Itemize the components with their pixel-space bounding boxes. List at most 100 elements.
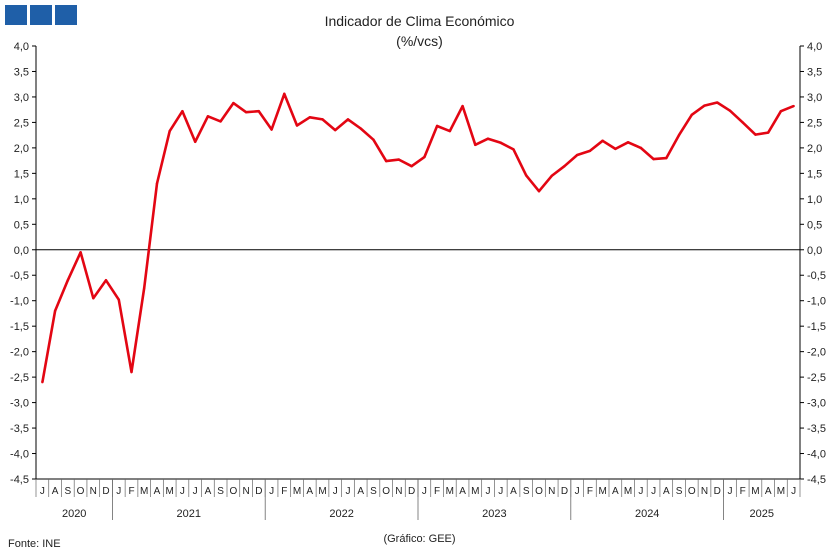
y-tick-label-right: -4,5	[807, 474, 826, 486]
data-point	[270, 128, 273, 131]
x-month-label: J	[651, 486, 656, 497]
data-point	[193, 140, 197, 143]
y-tick-label-left: -1,5	[10, 321, 29, 333]
data-point	[575, 153, 579, 157]
data-point	[499, 141, 502, 144]
x-month-label: J	[638, 486, 643, 497]
x-month-label: F	[740, 486, 746, 497]
data-point	[372, 138, 375, 141]
y-tick-label-right: 3,5	[807, 66, 822, 78]
x-month-label: A	[306, 486, 313, 497]
data-point	[563, 165, 566, 168]
x-month-label: D	[102, 486, 109, 497]
logo-block	[30, 5, 52, 25]
x-month-label: S	[370, 486, 377, 497]
y-tick-label-right: 1,0	[807, 194, 822, 206]
x-month-label: M	[624, 486, 632, 497]
chart-subtitle: (%/vcs)	[396, 33, 443, 49]
y-tick-label-right: 2,0	[807, 143, 822, 155]
y-tick-label-right: 0,5	[807, 219, 822, 231]
data-point	[614, 147, 617, 151]
data-point	[588, 149, 592, 153]
y-tick-label-left: -4,5	[10, 474, 29, 486]
x-month-label: F	[434, 486, 440, 497]
x-month-label: N	[90, 486, 97, 497]
x-month-label: D	[714, 486, 721, 497]
y-tick-label-right: -4,0	[807, 449, 826, 461]
data-point	[639, 146, 643, 150]
y-tick-label-right: -3,5	[807, 423, 826, 435]
x-month-label: J	[40, 486, 45, 497]
data-point	[346, 118, 350, 121]
x-month-label: M	[446, 486, 454, 497]
x-year-label: 2022	[329, 508, 353, 520]
x-month-label: J	[422, 486, 427, 497]
x-month-label: J	[333, 486, 338, 497]
data-point	[321, 118, 324, 121]
data-point	[232, 101, 235, 105]
x-month-label: N	[242, 486, 249, 497]
data-point	[155, 182, 159, 185]
x-month-label: M	[293, 486, 301, 497]
data-point	[626, 141, 630, 144]
data-point	[168, 129, 171, 133]
y-tick-label-right: -3,0	[807, 398, 826, 410]
x-month-label: N	[701, 486, 708, 497]
y-tick-label-left: 2,5	[14, 117, 29, 129]
data-point	[525, 174, 528, 177]
x-month-label: J	[116, 486, 121, 497]
x-month-label: N	[395, 486, 402, 497]
chart-title: Indicador de Clima Económico	[324, 13, 515, 29]
y-tick-label-right: 1,5	[807, 168, 822, 180]
data-point	[219, 120, 222, 123]
y-tick-label-left: 2,0	[14, 143, 29, 155]
x-month-label: M	[751, 486, 759, 497]
x-year-label: 2023	[482, 508, 506, 520]
data-point	[92, 296, 95, 300]
series-line	[41, 92, 795, 383]
x-year-label: 2024	[635, 508, 659, 520]
x-month-label: M	[471, 486, 479, 497]
y-tick-label-right: 4,0	[807, 41, 822, 53]
data-point	[512, 148, 515, 151]
x-month-label: S	[523, 486, 530, 497]
y-tick-label-right: 3,0	[807, 92, 822, 104]
x-month-label: M	[166, 486, 174, 497]
y-tick-label-left: -3,0	[10, 398, 29, 410]
y-tick-label-right: -0,5	[807, 270, 826, 282]
data-point	[792, 104, 795, 108]
y-tick-label-left: -2,5	[10, 372, 29, 384]
data-point	[665, 156, 668, 160]
x-year-label: 2020	[62, 508, 86, 520]
y-tick-label-left: -1,0	[10, 296, 29, 308]
data-point	[461, 104, 464, 108]
x-month-label: A	[154, 486, 161, 497]
data-point	[435, 124, 439, 128]
data-point	[741, 121, 744, 124]
y-tick-label-right: -2,5	[807, 372, 826, 384]
y-tick-label-left: 4,0	[14, 41, 29, 53]
y-tick-label-right: -2,0	[807, 347, 826, 359]
data-point	[384, 159, 388, 163]
data-point	[703, 104, 706, 107]
x-month-label: J	[791, 486, 796, 497]
x-month-label: D	[255, 486, 262, 497]
logo-block	[5, 5, 27, 25]
x-month-label: A	[663, 486, 670, 497]
x-month-label: S	[217, 486, 224, 497]
data-point	[423, 155, 426, 159]
data-point	[308, 116, 311, 119]
x-month-label: O	[229, 486, 237, 497]
chart-source: Fonte: INE	[8, 538, 61, 550]
data-point	[474, 143, 477, 147]
data-point	[397, 158, 401, 161]
data-point	[550, 174, 553, 178]
x-month-label: O	[535, 486, 543, 497]
x-month-label: M	[140, 486, 148, 497]
data-point	[754, 133, 757, 136]
data-point	[359, 127, 362, 130]
x-month-label: A	[459, 486, 466, 497]
x-month-label: N	[548, 486, 555, 497]
y-tick-label-left: 1,5	[14, 168, 29, 180]
